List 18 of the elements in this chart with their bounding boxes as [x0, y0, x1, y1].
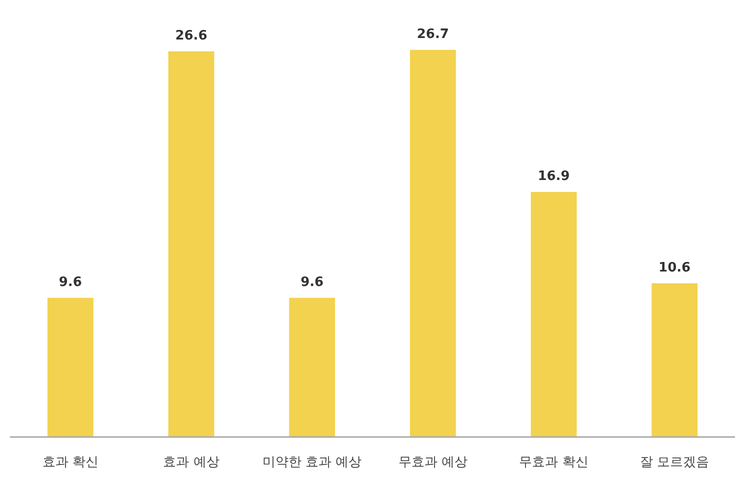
x-tick-label: 효과 예상 — [163, 455, 220, 470]
x-tick-label: 미약한 효과 예상 — [262, 455, 362, 470]
bar — [652, 283, 698, 437]
bar — [47, 298, 94, 437]
x-tick-label: 잘 모르겠음 — [640, 455, 710, 470]
x-tick-label: 효과 확신 — [42, 455, 98, 470]
data-label: 16.9 — [538, 168, 570, 184]
bar — [168, 51, 214, 437]
bar — [410, 50, 456, 437]
data-label: 9.6 — [58, 274, 82, 290]
bar — [530, 192, 577, 437]
data-label: 10.6 — [658, 260, 691, 276]
x-tick-label: 무효과 확신 — [519, 455, 588, 470]
data-label: 26.7 — [416, 26, 449, 42]
x-tick-label: 무효과 예상 — [398, 455, 468, 470]
bar — [289, 298, 336, 437]
data-label: 26.6 — [175, 28, 208, 44]
data-label: 9.6 — [300, 274, 324, 290]
